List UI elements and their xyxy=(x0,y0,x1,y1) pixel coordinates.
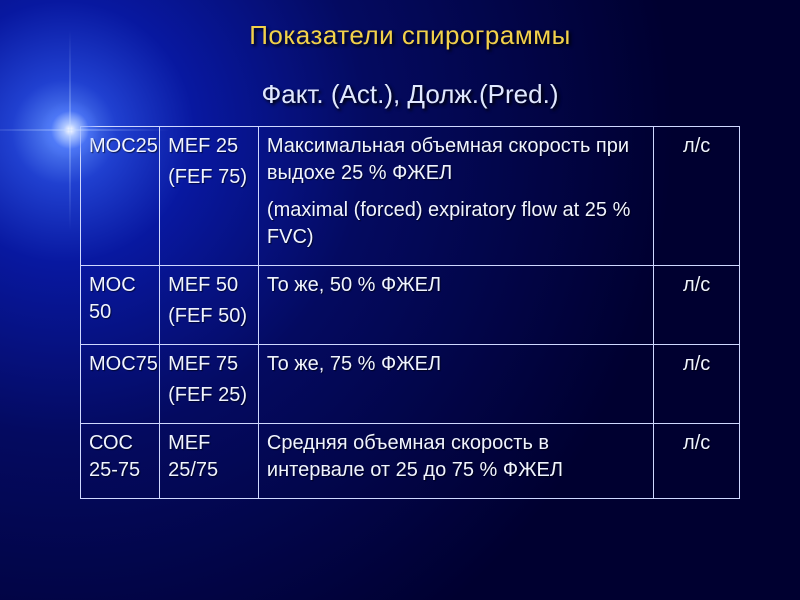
table-body: МОС25MEF 25(FEF 75)Максимальная объемная… xyxy=(81,127,740,499)
slide-subtitle: Факт. (Act.), Долж.(Pred.) xyxy=(80,79,740,110)
abbr-en-secondary: (FEF 25) xyxy=(168,382,250,409)
table-row: СОС 25-75MEF 25/75Средняя объемная скоро… xyxy=(81,424,740,499)
abbr-en-cell: MEF 75(FEF 25) xyxy=(160,345,259,424)
description-cell: Средняя объемная скорость в интервале от… xyxy=(258,424,653,499)
table-row: МОС25MEF 25(FEF 75)Максимальная объемная… xyxy=(81,127,740,266)
unit-cell: л/с xyxy=(654,127,740,266)
abbr-en-cell: MEF 25(FEF 75) xyxy=(160,127,259,266)
description-cell: Максимальная объемная скорость при выдох… xyxy=(258,127,653,266)
description-cell: То же, 75 % ФЖЕЛ xyxy=(258,345,653,424)
unit-cell: л/с xyxy=(654,345,740,424)
table-row: МОС75MEF 75(FEF 25)То же, 75 % ФЖЕЛл/с xyxy=(81,345,740,424)
spirometry-table: МОС25MEF 25(FEF 75)Максимальная объемная… xyxy=(80,126,740,499)
unit-cell: л/с xyxy=(654,266,740,345)
description-secondary: (maximal (forced) expiratory flow at 25 … xyxy=(267,197,645,251)
abbr-en-secondary: (FEF 50) xyxy=(168,303,250,330)
abbr-en-cell: MEF 50(FEF 50) xyxy=(160,266,259,345)
abbr-en-cell: MEF 25/75 xyxy=(160,424,259,499)
abbr-ru-cell: МОС75 xyxy=(81,345,160,424)
table-row: МОС 50MEF 50(FEF 50)То же, 50 % ФЖЕЛл/с xyxy=(81,266,740,345)
unit-cell: л/с xyxy=(654,424,740,499)
abbr-ru-cell: СОС 25-75 xyxy=(81,424,160,499)
abbr-ru-cell: МОС 50 xyxy=(81,266,160,345)
abbr-ru-cell: МОС25 xyxy=(81,127,160,266)
abbr-en-secondary: (FEF 75) xyxy=(168,164,250,191)
description-cell: То же, 50 % ФЖЕЛ xyxy=(258,266,653,345)
slide-title: Показатели спирограммы xyxy=(80,20,740,51)
slide: Показатели спирограммы Факт. (Act.), Дол… xyxy=(0,0,800,600)
